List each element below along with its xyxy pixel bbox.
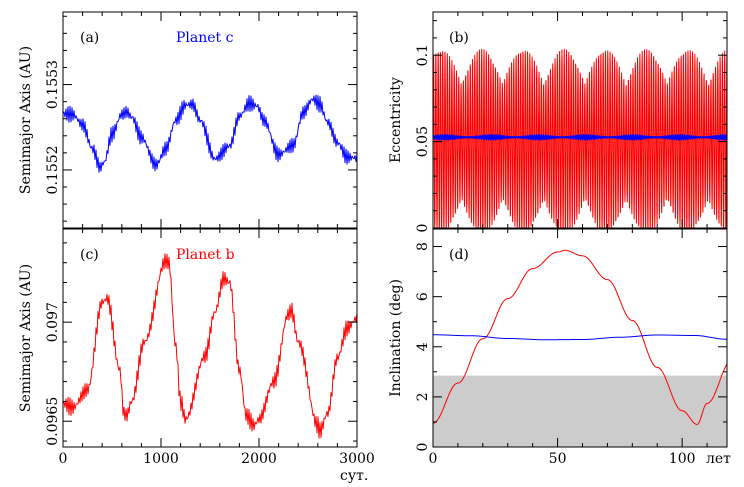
plot-frame — [62, 11, 358, 229]
panel-a: 0.1552 0.1553 Semimajor Axis (AU) (a) Planet… — [18, 11, 358, 229]
x-unit-label: сут. — [340, 468, 368, 484]
y-axis-label: Semimajor Axis (AU) — [18, 46, 34, 194]
y-tick-label: 0.1 — [415, 44, 431, 66]
series-line-1 — [63, 94, 357, 173]
x-tick-label: 50 — [549, 451, 567, 467]
y-tick-label: 6 — [415, 292, 431, 301]
panel-d: 0 2 4 6 8 0 50 100 лет Inclination (deg) (d) — [388, 228, 731, 467]
plot-area — [433, 249, 727, 447]
y-axis-label: Eccentricity — [388, 77, 404, 163]
panel-label: (d) — [449, 247, 469, 263]
y-tick-label: 0 — [415, 224, 431, 233]
series-annotation: Planet b — [176, 247, 235, 263]
y-tick-label: 0 — [415, 443, 431, 452]
x-unit-label: лет — [706, 451, 731, 467]
x-tick-label: 0 — [59, 451, 68, 467]
plot-area — [63, 94, 357, 173]
y-tick-label: 8 — [415, 242, 431, 251]
y-tick-label: 0.1553 — [45, 60, 61, 109]
plot-frame — [432, 228, 728, 448]
y-tick-label: 4 — [415, 342, 431, 351]
plot-area — [433, 48, 727, 228]
y-tick-label: 0.1552 — [45, 145, 61, 194]
plot-frame — [432, 11, 728, 229]
y-axis-label: Inclination (deg) — [388, 279, 404, 397]
series-annotation: Planet c — [176, 30, 234, 46]
series-line-1 — [63, 253, 357, 439]
plot-frame — [62, 228, 358, 448]
x-tick-label: 1000 — [143, 451, 179, 467]
y-axis-label: Semimajor Axis (AU) — [18, 264, 34, 412]
shaded-region — [433, 375, 727, 447]
panel-label: (b) — [449, 30, 469, 46]
series-line-2 — [433, 133, 727, 141]
y-tick-label: 0.097 — [45, 302, 61, 342]
x-tick-label: 0 — [429, 451, 438, 467]
y-tick-label: 0.05 — [415, 126, 431, 157]
panel-label: (a) — [80, 30, 99, 46]
x-tick-label: 100 — [669, 451, 696, 467]
x-tick-label: 2000 — [241, 451, 277, 467]
x-tick-label: 3000 — [339, 451, 375, 467]
series-line-1 — [433, 249, 727, 425]
panel-b: 0 0.05 0.1 Eccentricity (b) — [388, 11, 728, 233]
y-tick-label: 2 — [415, 392, 431, 401]
series-line-2 — [433, 334, 727, 341]
series-line-1 — [433, 48, 727, 228]
plot-area — [63, 253, 357, 439]
y-tick-label: 0.0965 — [45, 397, 61, 446]
panel-label: (c) — [80, 247, 99, 263]
